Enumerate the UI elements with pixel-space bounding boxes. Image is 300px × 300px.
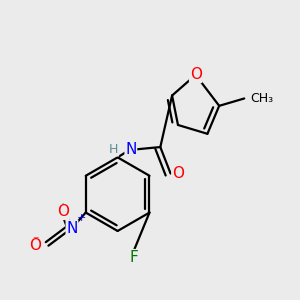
Text: H: H: [109, 143, 119, 156]
Text: ⁻: ⁻: [32, 234, 39, 247]
Text: O: O: [57, 204, 69, 219]
Text: O: O: [29, 238, 41, 253]
Text: +: +: [77, 213, 87, 223]
Text: N: N: [66, 220, 78, 236]
Text: CH₃: CH₃: [250, 92, 273, 105]
Text: O: O: [190, 68, 202, 82]
Text: N: N: [125, 142, 136, 158]
Text: F: F: [129, 250, 138, 265]
Text: O: O: [172, 166, 184, 181]
